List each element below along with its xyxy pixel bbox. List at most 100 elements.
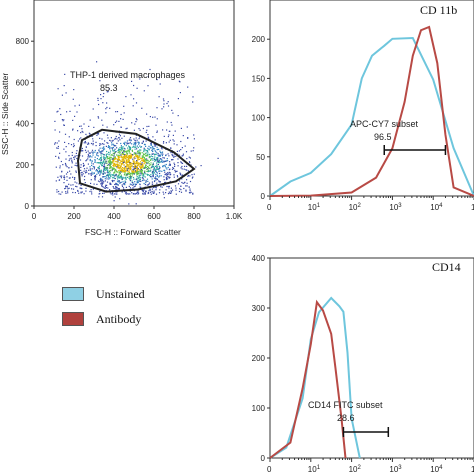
scatter-point xyxy=(136,148,138,150)
scatter-point xyxy=(68,183,70,185)
scatter-point xyxy=(138,155,140,157)
scatter-point xyxy=(73,158,75,160)
scatter-point xyxy=(134,181,136,183)
scatter-point xyxy=(136,175,138,178)
scatter-point xyxy=(136,155,138,157)
scatter-point xyxy=(107,153,109,155)
scatter-point xyxy=(59,152,61,154)
scatter-point xyxy=(120,126,122,128)
scatter-point xyxy=(117,188,119,190)
scatter-point xyxy=(135,192,138,194)
scatter-point xyxy=(135,193,137,195)
scatter-point xyxy=(119,181,121,184)
scatter-point xyxy=(192,192,194,194)
scatter-point xyxy=(115,191,117,193)
scatter-point xyxy=(128,177,130,179)
scatter-point xyxy=(146,162,148,165)
scatter-point xyxy=(192,101,194,103)
scatter-point xyxy=(150,169,152,171)
scatter-point xyxy=(167,193,170,195)
scatter-point xyxy=(97,117,100,119)
scatter-point xyxy=(92,151,94,153)
scatter-point xyxy=(127,143,129,145)
scatter-point xyxy=(139,78,141,80)
scatter-point xyxy=(68,167,70,169)
scatter-point xyxy=(128,142,130,144)
scatter-point xyxy=(101,196,104,198)
scatter-point xyxy=(102,176,104,178)
scatter-point xyxy=(186,165,188,167)
scatter-point xyxy=(126,172,128,175)
scatter-point xyxy=(117,154,119,156)
scatter-point xyxy=(104,176,106,178)
scatter-point xyxy=(141,162,143,164)
scatter-point xyxy=(133,178,135,180)
legend-item-antibody: Antibody xyxy=(62,311,141,327)
scatter-point xyxy=(114,170,116,172)
scatter-point xyxy=(122,156,124,158)
scatter-point xyxy=(129,148,131,150)
scatter-point xyxy=(107,156,109,158)
scatter-point xyxy=(190,164,192,166)
scatter-point xyxy=(115,174,117,176)
scatter-point xyxy=(87,143,89,145)
scatter-point xyxy=(70,184,72,186)
scatter-point xyxy=(177,176,179,178)
scatter-point xyxy=(169,139,171,141)
scatter-point xyxy=(145,145,147,147)
scatter-point xyxy=(80,164,82,166)
scatter-point xyxy=(137,146,139,149)
scatter-point xyxy=(116,161,118,163)
scatter-point xyxy=(81,171,83,173)
scatter-point xyxy=(101,162,103,164)
scatter-point xyxy=(181,165,183,168)
scatter-point xyxy=(187,137,189,139)
scatter-point xyxy=(159,158,161,160)
scatter-point xyxy=(120,150,122,152)
scatter-point xyxy=(95,145,97,147)
scatter-point xyxy=(167,176,169,178)
scatter-point xyxy=(59,131,61,133)
scatter-point xyxy=(113,150,115,152)
scatter-point xyxy=(109,172,111,174)
scatter-point xyxy=(133,146,136,148)
scatter-point xyxy=(111,144,113,146)
scatter-point xyxy=(141,163,143,165)
scatter-point xyxy=(69,170,71,172)
scatter-point xyxy=(161,155,163,157)
scatter-point xyxy=(92,173,94,175)
scatter-point xyxy=(90,173,92,175)
scatter-point xyxy=(84,175,86,178)
scatter-point xyxy=(96,158,98,160)
scatter-point xyxy=(135,118,137,120)
scatter-point xyxy=(155,186,157,188)
scatter-point xyxy=(131,155,133,158)
scatter-point xyxy=(144,183,146,186)
scatter-point xyxy=(145,165,147,167)
scatter-point xyxy=(102,143,104,145)
scatter-point xyxy=(132,163,135,165)
scatter-point xyxy=(67,192,69,194)
scatter-point xyxy=(183,168,185,170)
scatter-point xyxy=(147,166,149,168)
scatter-point xyxy=(83,164,85,166)
scatter-point xyxy=(109,170,111,172)
scatter-point xyxy=(124,172,126,174)
scatter-point xyxy=(132,173,134,175)
scatter-point xyxy=(177,158,179,160)
scatter-point xyxy=(180,127,182,129)
scatter-point xyxy=(141,165,143,167)
scatter-point xyxy=(176,170,178,172)
scatter-point xyxy=(165,173,168,175)
scatter-point xyxy=(180,161,182,163)
scatter-point xyxy=(128,166,130,168)
scatter-point xyxy=(107,146,109,148)
scatter-point xyxy=(85,187,87,189)
scatter-point xyxy=(155,169,157,171)
scatter-point xyxy=(138,138,140,140)
scatter-point xyxy=(72,191,74,194)
scatter-point xyxy=(96,153,98,155)
scatter-point xyxy=(102,192,104,194)
scatter-point xyxy=(134,168,136,170)
